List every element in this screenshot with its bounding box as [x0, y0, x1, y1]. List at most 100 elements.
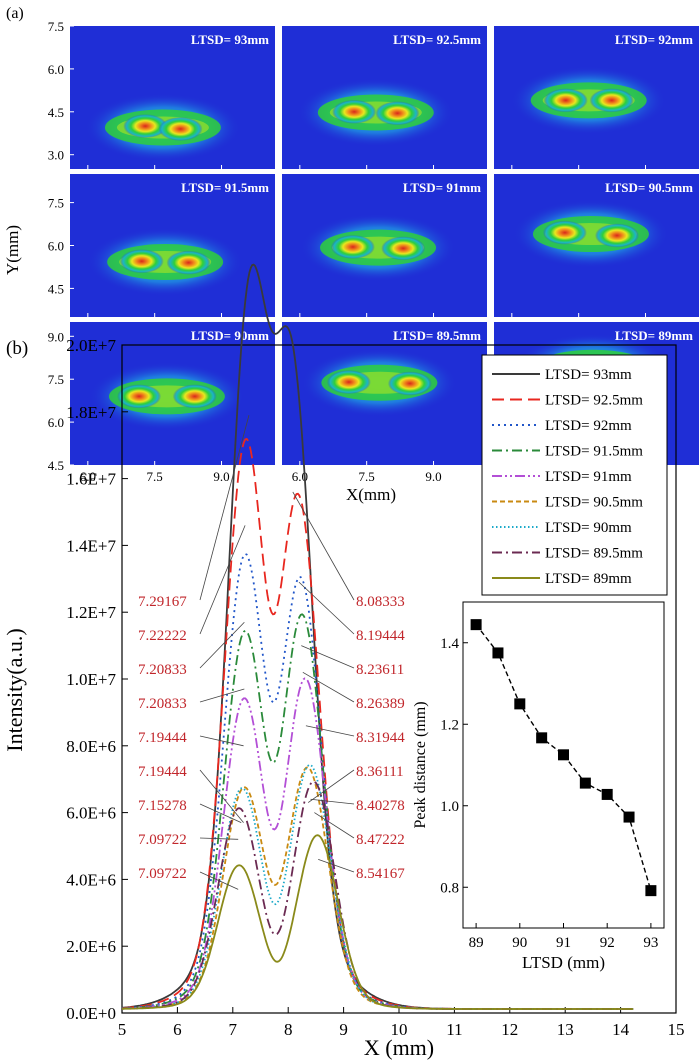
peak-leader-right: [301, 645, 355, 669]
legend-label: LTSD= 90.5mm: [545, 495, 643, 511]
peak-leader-left: [199, 769, 244, 823]
x-tick-label: 11: [446, 1020, 462, 1039]
map-x-tick-label: 9.0: [213, 469, 229, 484]
map-y-tick-label: 7.5: [48, 19, 64, 34]
peak-label-left: 7.20833: [138, 696, 187, 712]
beam-peak-spot: [375, 101, 420, 126]
inset-point: [514, 698, 526, 710]
map-title: LTSD= 90.5mm: [605, 180, 693, 195]
peak-label-right: 8.54167: [356, 866, 405, 882]
beam-peak-spot: [542, 220, 587, 245]
peak-leader-right: [310, 798, 355, 805]
beam-map: LTSD= 93mm: [70, 26, 275, 169]
map-title: LTSD= 91.5mm: [181, 180, 269, 195]
legend-label: LTSD= 91mm: [545, 469, 632, 485]
inset-point: [623, 811, 635, 823]
beam-peak-spot: [119, 249, 164, 274]
peak-leader-right: [307, 769, 355, 803]
inset-point: [470, 619, 482, 631]
inset-x-tick-label: 89: [469, 935, 484, 951]
intensity-chart: 5 6 7 8 9 10 11 12 13 14 150.0E+02.0E+64.0E+66.0E+…: [66, 263, 685, 1039]
inset-point: [601, 788, 613, 800]
map-title: LTSD= 89.5mm: [393, 328, 481, 343]
peak-label-left: 7.20833: [138, 662, 187, 678]
legend-label: LTSD= 90mm: [545, 520, 632, 536]
map-y-tick-label: 7.5: [48, 372, 64, 387]
panel-a-y-label: Y(mm): [3, 225, 22, 275]
map-y-tick-label: 4.5: [48, 105, 64, 120]
legend-label: LTSD= 91.5mm: [545, 444, 643, 460]
beam-map: LTSD= 92.5mm: [282, 26, 487, 169]
beam-peak-spot: [543, 88, 588, 113]
map-y-tick-label: 9.0: [48, 329, 64, 344]
y-tick-label: 1.6E+7: [66, 470, 116, 489]
peak-leader-right: [314, 812, 355, 839]
inset-x-tick-label: 91: [556, 935, 571, 951]
beam-peak-spot: [166, 250, 211, 275]
inset-x-label: LTSD (mm): [522, 953, 605, 972]
legend: LTSD= 93mm LTSD= 92.5mm LTSD= 92mm LTSD= 91…: [481, 354, 668, 596]
inset-point: [645, 885, 657, 897]
x-tick-label: 15: [668, 1020, 685, 1039]
map-y-tick-label: 6.0: [48, 239, 64, 254]
panel-b-label: (b): [6, 338, 28, 359]
inset-x-tick-label: 92: [600, 935, 615, 951]
beam-map: LTSD= 91mm: [282, 174, 487, 317]
peak-label-right: 8.36111: [356, 764, 404, 780]
y-tick-label: 2.0E+6: [66, 937, 116, 956]
beam-peak-spot: [589, 88, 634, 113]
peak-label-right: 8.47222: [356, 832, 405, 848]
legend-label: LTSD= 89mm: [545, 571, 632, 587]
inset-y-tick-label: 0.8: [440, 880, 459, 896]
inset-chart: 89 90 91 92 93 0.8 1.0 1.2 1.4 LTSD (mm) Peak dist…: [412, 601, 665, 972]
beam-peak-spot: [387, 371, 432, 396]
y-tick-label: 1.4E+7: [66, 536, 116, 555]
map-x-tick-label: 7.5: [359, 469, 375, 484]
map-title: LTSD= 92.5mm: [393, 32, 481, 47]
peak-leader-left: [199, 837, 239, 840]
legend-label: LTSD= 92.5mm: [545, 393, 643, 409]
beam-map: LTSD= 90.5mm: [494, 174, 699, 317]
beam-map: LTSD= 89.5mm: [282, 322, 487, 465]
peak-leader-right: [302, 671, 355, 703]
x-tick-label: 6: [173, 1020, 182, 1039]
x-tick-label: 7: [229, 1020, 238, 1039]
x-tick-label: 13: [557, 1020, 574, 1039]
map-title: LTSD= 89mm: [615, 328, 693, 343]
x-tick-label: 10: [391, 1020, 408, 1039]
legend-label: LTSD= 93mm: [545, 367, 632, 383]
x-tick-label: 8: [284, 1020, 293, 1039]
peak-label-left: 7.29167: [138, 594, 187, 610]
y-tick-label: 8.0E+6: [66, 737, 116, 756]
inset-y-tick-label: 1.0: [440, 799, 459, 815]
chart-y-label: Intensity(a.u.): [2, 628, 27, 751]
map-title: LTSD= 91mm: [403, 180, 481, 195]
legend-label: LTSD= 89.5mm: [545, 546, 643, 562]
peak-leader-left: [199, 621, 245, 669]
peak-leader-right: [318, 858, 355, 873]
x-tick-label: 5: [118, 1020, 127, 1039]
inset-point: [492, 647, 504, 659]
panel-a-x-label: X(mm): [346, 485, 396, 504]
peak-label-left: 7.09722: [138, 832, 187, 848]
peak-label-left: 7.22222: [138, 628, 187, 644]
inset-line: [475, 624, 652, 891]
legend-label: LTSD= 92mm: [545, 418, 632, 434]
inset-y-tick-label: 1.4: [440, 636, 459, 652]
y-tick-label: 6.0E+6: [66, 804, 116, 823]
beam-peak-spot: [117, 384, 162, 409]
beam-peak-spot: [158, 116, 203, 141]
y-tick-label: 4.0E+6: [66, 870, 116, 889]
map-y-tick-label: 3.0: [48, 148, 64, 163]
series-line: [122, 437, 634, 1010]
peak-label-right: 8.19444: [356, 628, 405, 644]
map-x-tick-label: 9.0: [425, 469, 441, 484]
map-title: LTSD= 92mm: [615, 32, 693, 47]
beam-peak-spot: [332, 99, 377, 124]
beam-peak-spot: [381, 236, 426, 261]
map-x-tick-label: 6.0: [80, 469, 96, 484]
y-tick-label: 1.8E+7: [66, 403, 116, 422]
inset-point: [536, 732, 548, 744]
peak-label-right: 8.26389: [356, 696, 405, 712]
beam-peak-spot: [326, 370, 371, 395]
